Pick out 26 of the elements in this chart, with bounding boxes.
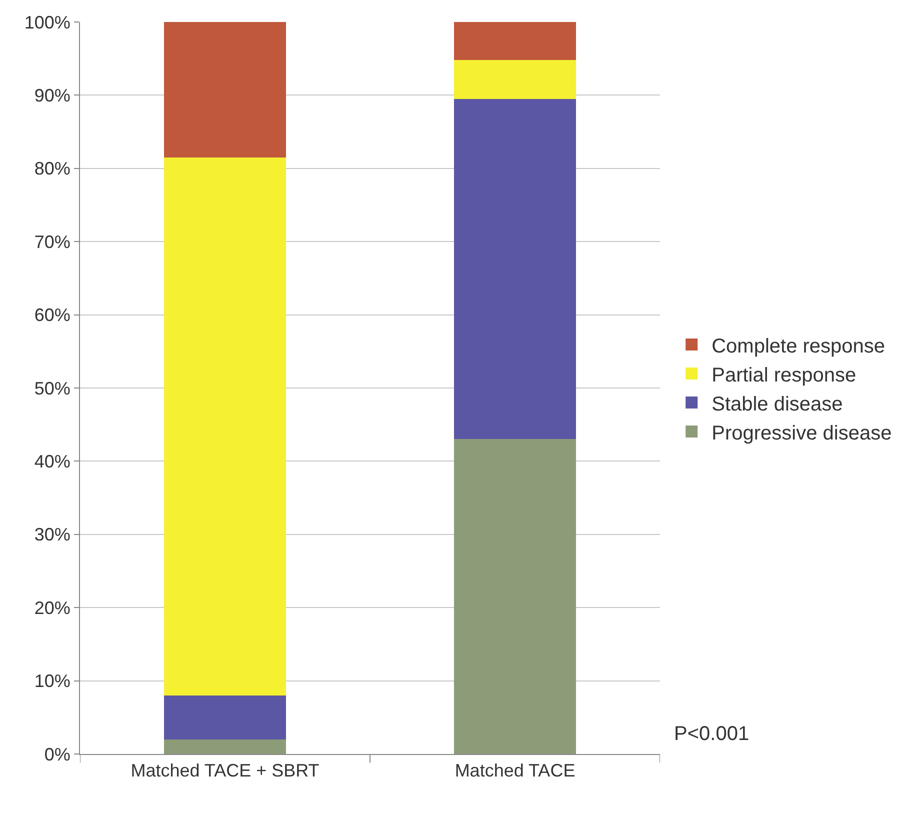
y-tick-label: 80% bbox=[34, 158, 70, 179]
x-tick-label: Matched TACE bbox=[454, 760, 576, 781]
y-tick-label: 50% bbox=[34, 378, 70, 398]
y-tick-label: 10% bbox=[34, 671, 70, 692]
y-tick-label: 30% bbox=[34, 524, 70, 545]
x-tick-label: Matched TACE + SBRT bbox=[130, 760, 320, 781]
text: P<0.001 bbox=[674, 723, 750, 745]
y-tick-label: 60% bbox=[34, 305, 70, 326]
y-tick-label: 0% bbox=[44, 744, 70, 764]
y-tick-label: 40% bbox=[34, 452, 70, 472]
legend-label: Stable disease bbox=[712, 393, 843, 416]
y-tick-label: 100% bbox=[24, 12, 70, 32]
y-tick-label: 20% bbox=[34, 598, 70, 618]
bar bbox=[454, 439, 576, 754]
bar bbox=[454, 22, 576, 60]
legend-label: Complete response bbox=[712, 335, 886, 358]
legend-label: Partial response bbox=[712, 364, 856, 386]
y-tick-label: 90% bbox=[34, 86, 70, 106]
legend-label: Progressive disease bbox=[712, 422, 892, 444]
y-tick-label: 70% bbox=[34, 232, 70, 252]
bar bbox=[164, 739, 286, 754]
bar bbox=[454, 60, 576, 99]
bar bbox=[164, 22, 286, 158]
bar bbox=[454, 98, 576, 440]
bar bbox=[164, 695, 286, 740]
bar bbox=[164, 157, 286, 696]
